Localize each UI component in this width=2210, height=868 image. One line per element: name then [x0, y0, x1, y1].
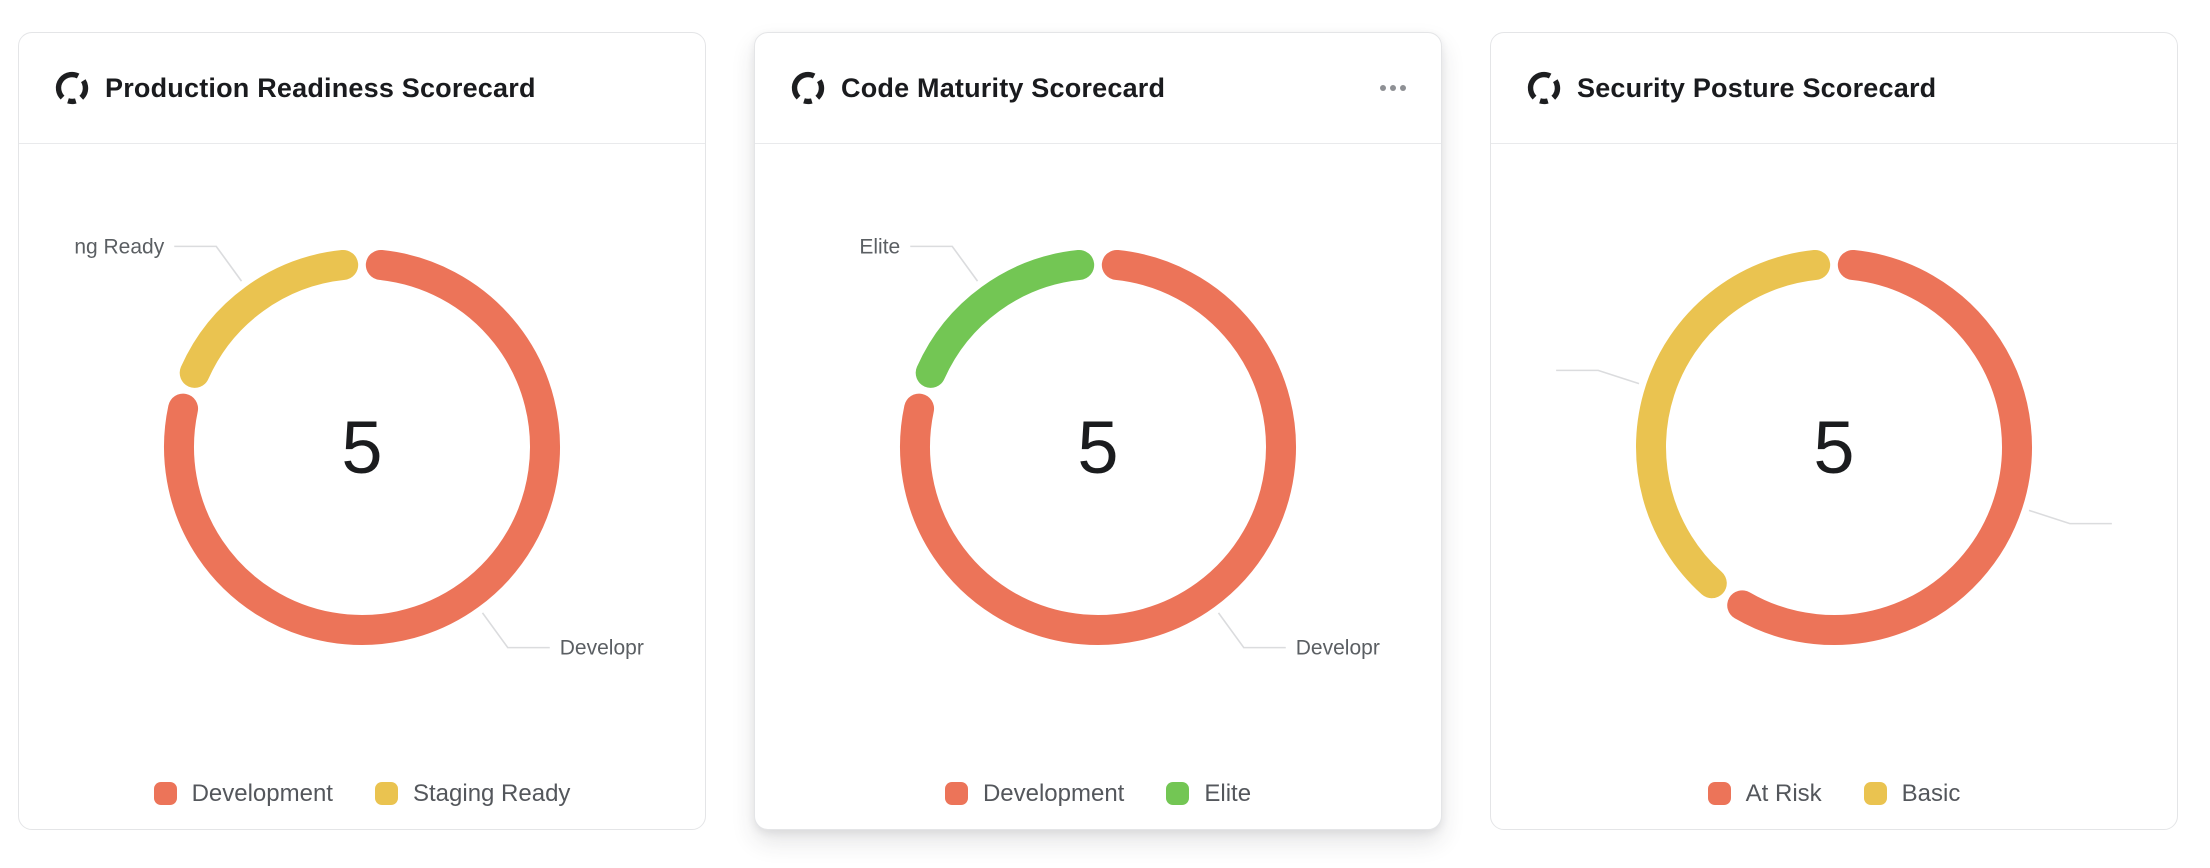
legend-item-basic[interactable]: Basic — [1863, 779, 1961, 808]
donut-segment-development[interactable] — [900, 249, 1296, 645]
panel-production-readiness[interactable]: Production Readiness Scorecard Developr n… — [18, 32, 706, 830]
donut-chart-area: 5 — [1491, 144, 2177, 770]
donut-chart-icon — [1527, 71, 1561, 105]
panel-title: Security Posture Scorecard — [1577, 72, 1937, 103]
more-options-icon[interactable] — [1371, 70, 1415, 106]
donut-segment-staging-ready[interactable] — [179, 249, 359, 388]
panel-security-posture[interactable]: Security Posture Scorecard 5 At Risk Bas… — [1490, 32, 2178, 830]
panel-code-maturity[interactable]: Code Maturity Scorecard Developr Elite 5 D… — [754, 32, 1442, 830]
chart-legend: At Risk Basic — [1491, 770, 2177, 829]
donut-segment-elite[interactable] — [915, 249, 1095, 388]
donut-center-value: 5 — [1077, 406, 1118, 489]
legend-swatch-staging-ready — [374, 782, 398, 805]
donut-chart: Developr ng Ready 5 — [74, 235, 644, 660]
panel-title: Production Readiness Scorecard — [105, 72, 536, 103]
callout-leader-line — [481, 612, 550, 649]
legend-item-staging-ready[interactable]: Staging Ready — [374, 779, 571, 808]
legend-item-development[interactable]: Development — [944, 779, 1125, 808]
legend-swatch-basic — [1863, 782, 1887, 805]
callout-label: Developr — [560, 637, 644, 660]
donut-chart-icon — [791, 71, 825, 105]
legend-label: At Risk — [1745, 779, 1822, 807]
panel-title: Code Maturity Scorecard — [841, 72, 1166, 103]
legend-item-development[interactable]: Development — [153, 779, 333, 808]
donut-chart-area: Developr ng Ready 5 — [19, 144, 705, 770]
callout-leader-line — [1556, 369, 1640, 385]
callout-leader-line — [910, 245, 979, 282]
callout-leader-line — [1217, 612, 1286, 649]
donut-segment-at-risk[interactable] — [1727, 249, 2032, 645]
callout-leader-line — [2028, 509, 2112, 525]
legend-swatch-elite — [1166, 782, 1190, 805]
chart-legend: Development Elite — [755, 770, 1441, 829]
donut-chart-icon — [55, 71, 89, 105]
legend-swatch-development — [153, 782, 177, 805]
chart-legend: Development Staging Ready — [19, 770, 705, 829]
panel-header: Security Posture Scorecard — [1491, 33, 2177, 144]
donut-segment-basic[interactable] — [1636, 249, 1831, 599]
panel-header: Code Maturity Scorecard — [755, 33, 1441, 144]
callout-leader-line — [174, 245, 243, 282]
callout-label: Developr — [1296, 637, 1380, 660]
legend-label: Elite — [1204, 779, 1252, 807]
donut-segment-development[interactable] — [164, 249, 560, 645]
panel-header: Production Readiness Scorecard — [19, 33, 705, 144]
legend-swatch-development — [944, 782, 968, 805]
donut-center-value: 5 — [1813, 406, 1854, 489]
legend-label: Staging Ready — [412, 779, 571, 807]
legend-label: Development — [982, 779, 1125, 807]
legend-label: Development — [191, 779, 333, 807]
donut-center-value: 5 — [341, 406, 382, 489]
legend-label: Basic — [1901, 779, 1961, 807]
donut-chart: 5 — [1556, 249, 2112, 645]
donut-chart: Developr Elite 5 — [859, 235, 1380, 660]
callout-label: Elite — [859, 235, 900, 258]
dashboard-board: Production Readiness Scorecard Developr n… — [18, 32, 2178, 830]
legend-item-elite[interactable]: Elite — [1166, 780, 1251, 808]
callout-label: ng Ready — [74, 235, 164, 258]
donut-chart-area: Developr Elite 5 — [755, 144, 1441, 770]
legend-swatch-at-risk — [1707, 782, 1731, 805]
legend-item-at-risk[interactable]: At Risk — [1707, 779, 1822, 808]
